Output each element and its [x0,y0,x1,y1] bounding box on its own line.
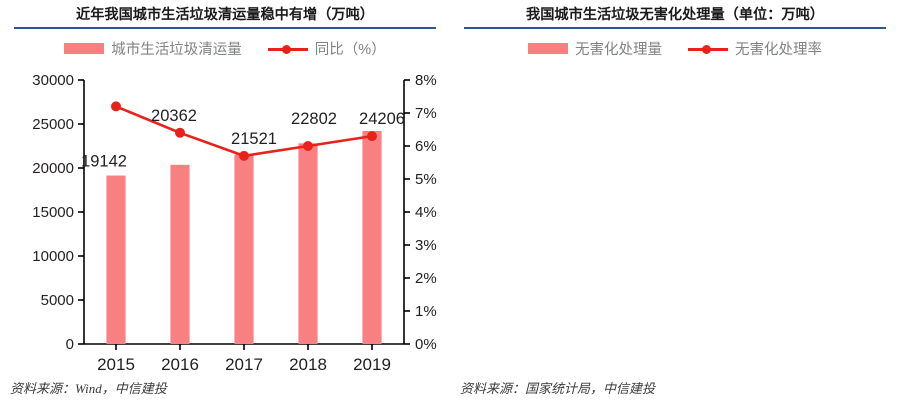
page-title-right: 我国城市生活垃圾无害化处理量（单位：万吨） [526,7,824,23]
bar-swatch-icon [528,43,568,54]
bar-value-label: 19142 [81,152,127,170]
y-tick-label-right: 4% [415,204,437,221]
line-marker [111,101,121,112]
bar-value-label: 22802 [291,110,337,128]
x-tick-label: 2018 [289,355,327,374]
source-note-left: 资料来源：Wind，中信建投 [10,381,167,396]
source-note-right: 资料来源：国家统计局，中信建投 [460,381,656,396]
chart-svg-left: 0 5000 10000 15000 20000 25000 30000 0% 1% 2% 3% 4%… [32,72,437,374]
y-tick-label-left: 5000 [41,292,74,309]
plot-area-left: 0 5000 10000 15000 20000 25000 30000 0% 1% 2% 3% 4%… [32,72,437,374]
title-divider-left [14,27,436,29]
legend-item-line-left: 同比（%） [267,38,386,59]
bar [106,175,126,344]
page-title-left: 近年我国城市生活垃圾清运量稳中有增（万吨） [76,7,374,23]
legend-label-line-left: 同比（%） [314,42,386,58]
panel-waste-collection: 近年我国城市生活垃圾清运量稳中有增（万吨） 城市生活垃圾清运量 同比（%） 0 5… [0,7,450,396]
x-tick-label: 2019 [353,355,391,374]
y-tick-label-left: 30000 [32,72,74,89]
plot-area-right: 05000100001500020000250003000091%92%93%9… [450,0,900,404]
line-marker [175,127,185,138]
y-tick-label-left: 10000 [32,248,74,265]
y-tick-label-right: 7% [415,105,437,122]
bar [362,130,382,344]
bar [234,154,254,344]
y-tick-label-right: 6% [415,138,437,155]
y-tick-label-left: 25000 [32,116,74,133]
title-divider-right [464,27,886,29]
bar-value-label: 20362 [151,107,197,125]
legend-label-line-right: 无害化处理率 [735,42,822,58]
legend-item-bar-left: 城市生活垃圾清运量 [64,38,242,59]
line-marker [239,150,249,161]
y-tick-label-right: 5% [415,171,437,188]
legend-left: 城市生活垃圾清运量 同比（%） [0,38,450,59]
legend-label-bar-right: 无害化处理量 [575,42,662,58]
y-tick-label-right: 2% [415,270,437,287]
y-tick-label-left: 15000 [32,204,74,221]
line-marker-icon [267,43,308,55]
legend-item-bar-right: 无害化处理量 [528,38,662,59]
x-tick-label: 2017 [225,355,263,374]
line-marker [303,141,313,151]
y-tick-label-right: 3% [415,237,437,254]
y-tick-label-right: 8% [415,72,437,89]
bar-value-label: 21521 [231,130,277,148]
bar [298,143,318,344]
bar-swatch-icon [64,43,105,54]
y-tick-label-left: 0 [66,336,74,353]
line-marker-icon [688,43,728,55]
legend-item-line-right: 无害化处理率 [688,38,822,59]
chart-svg-right: 05000100001500020000250003000091%92%93%9… [450,0,900,404]
x-tick-label: 2016 [161,355,199,374]
legend-right: 无害化处理量 无害化处理率 [450,38,900,59]
bar [170,164,190,344]
y-tick-label-right: 1% [415,303,437,320]
y-tick-label-left: 20000 [32,160,74,177]
bar-value-label: 24206 [359,110,405,128]
y-tick-label-right: 0% [415,336,437,353]
x-tick-label: 2015 [97,355,135,374]
panel-harmless-treatment: 我国城市生活垃圾无害化处理量（单位：万吨） 无害化处理量 无害化处理率 0500… [450,0,900,404]
legend-label-bar-left: 城市生活垃圾清运量 [111,42,242,58]
line-marker [367,131,377,142]
